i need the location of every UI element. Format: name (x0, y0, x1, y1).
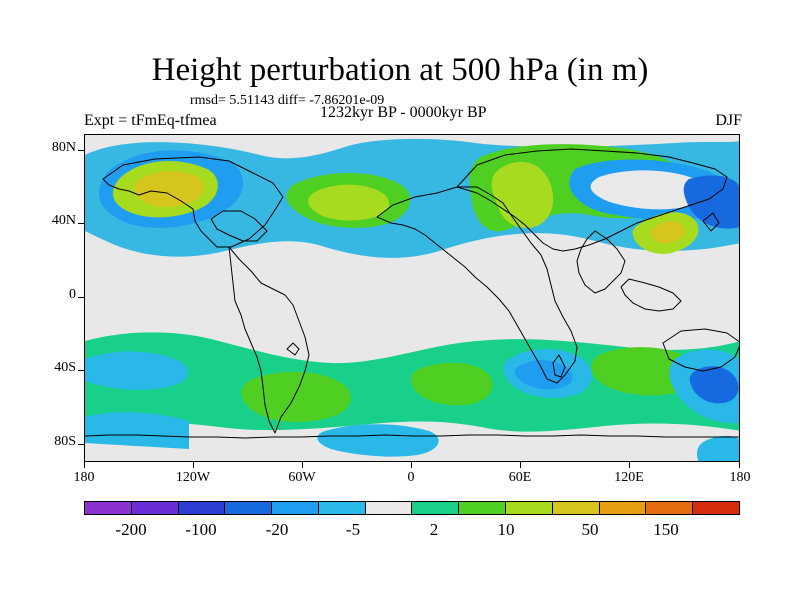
colorbar (84, 501, 740, 515)
latitude-tick (78, 370, 84, 371)
season-label: DJF (715, 112, 742, 129)
colorbar-box (599, 502, 647, 514)
australia-coastline (662, 328, 739, 372)
colorbar-box (365, 502, 413, 514)
longitude-tick (193, 462, 194, 468)
antarctica-coastline (85, 434, 739, 439)
colorbar-box (131, 502, 179, 514)
south-atlantic-positive (411, 362, 493, 406)
pacific-negative-core (683, 175, 739, 229)
period-label: 1232kyr BP - 0000kyr BP (320, 104, 487, 121)
antarctic-negative-center (317, 424, 439, 457)
colorbar-box (412, 502, 460, 514)
colorbar-box (693, 502, 739, 514)
south-atlantic-island (286, 342, 300, 356)
longitude-tick (302, 462, 303, 468)
latitude-tick (78, 444, 84, 445)
longitude-tick (739, 462, 740, 468)
colorbar-box (506, 502, 553, 514)
pacific-gap (590, 170, 708, 210)
latitude-tick (78, 297, 84, 298)
stats-label: rmsd= 5.51143 diff= -7.86201e-09 (190, 93, 385, 108)
colorbar-label: -200 (115, 520, 147, 539)
coastlines (85, 148, 739, 439)
colorbar-label: -20 (265, 520, 289, 539)
longitude-label-180-left: 180 (73, 470, 95, 485)
longitude-tick (629, 462, 630, 468)
longitude-tick (411, 462, 412, 468)
japan-coastline (702, 212, 720, 232)
longitude-tick (520, 462, 521, 468)
colorbar-box (459, 502, 507, 514)
africa-coastline (376, 186, 578, 384)
colorbar-label: 2 (429, 520, 439, 539)
madagascar-coastline (552, 354, 566, 378)
longitude-label-120e: 120E (614, 470, 644, 485)
latitude-tick (78, 223, 84, 224)
south-america-positive (241, 371, 351, 422)
southeast-asia-islands-coastline (620, 278, 682, 312)
latitude-tick (78, 150, 84, 151)
chart-title: Height perturbation at 500 hPa (in m) (151, 52, 649, 88)
hudson-bay-coastline (210, 210, 268, 242)
longitude-label-0: 0 (407, 470, 415, 485)
map-frame (84, 134, 740, 462)
longitude-label-180-right: 180 (729, 470, 751, 485)
north-america-coastline (102, 156, 284, 248)
colorbar-box (225, 502, 273, 514)
longitude-label-120w: 120W (175, 470, 211, 485)
americas-coastline (228, 246, 310, 434)
colorbar-label: 150 (653, 520, 679, 539)
colorbar-box (318, 502, 366, 514)
colorbar-box (85, 502, 132, 514)
latitude-label-40s: 40S (54, 360, 76, 375)
colorbar-label: 10 (497, 520, 515, 539)
colorbar-label: -100 (185, 520, 217, 539)
antarctic-negative-west (85, 412, 189, 449)
colorbar-box (178, 502, 226, 514)
latitude-label-0: 0 (69, 287, 76, 302)
colorbar-box (272, 502, 319, 514)
colorbar-box (646, 502, 694, 514)
latitude-label-40n: 40N (51, 213, 76, 228)
colorbar-box (552, 502, 600, 514)
southwest-atlantic-negative (85, 351, 188, 390)
southeast-pacific-core (689, 366, 739, 404)
north-america-peak (134, 171, 204, 207)
colorbar-label: 50 (581, 520, 599, 539)
latitude-label-80n: 80N (51, 140, 76, 155)
map-svg (85, 135, 739, 461)
experiment-label: Expt = tFmEq-tfmea (84, 112, 217, 129)
latitude-label-80s: 80S (54, 434, 76, 449)
indian-subcontinent-coastline (576, 230, 626, 294)
longitude-label-60e: 60E (508, 470, 532, 485)
longitude-label-60w: 60W (288, 470, 316, 485)
colorbar-label: -5 (345, 520, 361, 539)
atlantic-peak (308, 184, 390, 221)
east-asia-peak (651, 221, 685, 244)
antarctic-negative-east (697, 436, 739, 461)
longitude-tick (84, 462, 85, 468)
eurasia-coastline (456, 148, 728, 252)
